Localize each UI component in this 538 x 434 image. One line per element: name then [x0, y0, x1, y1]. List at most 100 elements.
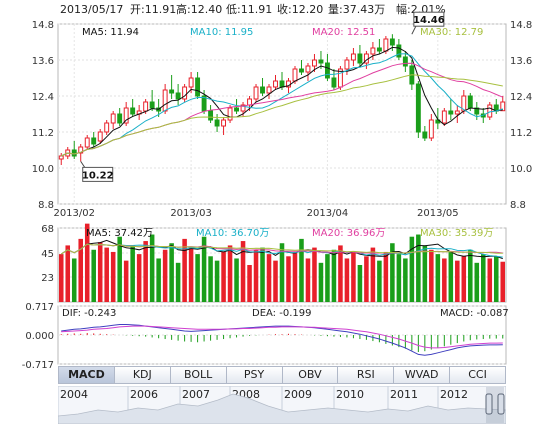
- macd-legend-dea: DEA: -0.199: [252, 308, 311, 319]
- year-label: 2010: [336, 388, 364, 401]
- candle-body: [292, 68, 298, 82]
- candle-body: [370, 47, 376, 55]
- volume-bar: [481, 254, 486, 302]
- range-handle-right[interactable]: [497, 393, 505, 415]
- volume-bar: [403, 258, 408, 302]
- volume-bar: [468, 249, 473, 302]
- price-legend-ma20: MA20: 12.51: [312, 27, 375, 38]
- tab-boll[interactable]: BOLL: [169, 366, 226, 384]
- price-tick-right: 10.0: [510, 164, 532, 175]
- year-label: 2012: [440, 388, 468, 401]
- candle-body: [273, 80, 278, 88]
- volume-bar: [149, 234, 155, 302]
- candle-body: [467, 95, 473, 109]
- volume-bars: [58, 223, 506, 302]
- macd-tick-label: -0.717: [22, 360, 54, 371]
- candle-body: [487, 104, 493, 118]
- volume-bar: [110, 251, 116, 302]
- volume-bar: [240, 241, 246, 302]
- volume-bar: [318, 262, 324, 302]
- vol-legend-ma20: MA20: 36.96万: [312, 228, 385, 239]
- volume-bar: [396, 254, 402, 302]
- candle-body: [214, 119, 220, 127]
- volume-bar: [370, 247, 376, 302]
- year-label: 2006: [130, 388, 158, 401]
- range-handle-left[interactable]: [485, 393, 493, 415]
- price-tick-right: 12.4: [510, 92, 532, 103]
- candle-body: [396, 44, 402, 58]
- tab-macd[interactable]: MACD: [58, 366, 114, 384]
- volume-bar: [162, 249, 168, 302]
- volume-bar: [143, 241, 148, 302]
- candle-body: [169, 89, 175, 94]
- vol-legend-ma5: MA5: 37.42万: [86, 228, 153, 239]
- year-label: 2009: [284, 388, 312, 401]
- candle-body: [240, 104, 246, 112]
- tab-obv[interactable]: OBV: [281, 366, 338, 384]
- volume-bar: [344, 258, 350, 302]
- candle-body: [71, 149, 77, 157]
- candle-body: [149, 101, 155, 109]
- volume-bar: [188, 247, 194, 302]
- volume-bar: [136, 254, 142, 302]
- candle-body: [195, 77, 201, 97]
- volume-bar: [156, 258, 161, 302]
- volume-bar: [383, 251, 389, 302]
- candle-body: [350, 53, 356, 61]
- candle-body: [279, 80, 285, 88]
- volume-bar: [273, 260, 278, 302]
- volume-bar: [260, 247, 265, 302]
- volume-bar: [312, 247, 317, 302]
- volume-bar: [104, 247, 109, 302]
- volume-bar: [84, 223, 90, 302]
- header-open: 开:11.91: [130, 3, 176, 16]
- volume-bar: [351, 251, 356, 302]
- candle-body: [266, 86, 272, 94]
- candle-body: [247, 98, 252, 106]
- candle-body: [454, 110, 460, 115]
- candle-body: [188, 77, 194, 88]
- tab-cci[interactable]: CCI: [449, 366, 506, 384]
- candle-body: [325, 62, 330, 79]
- volume-bar: [331, 249, 337, 302]
- date-tick-label: 2013/04: [307, 208, 349, 219]
- volume-bar: [266, 254, 272, 302]
- price-tick-left: 13.6: [32, 56, 54, 67]
- candle-body: [318, 59, 324, 64]
- tab-psy[interactable]: PSY: [225, 366, 282, 384]
- price-tick-left: 14.8: [32, 20, 54, 31]
- candle-body: [474, 107, 480, 115]
- candle-body: [221, 119, 227, 127]
- header-date: 2013/05/17: [60, 3, 123, 16]
- year-label: 2007: [182, 388, 210, 401]
- candle-body: [422, 131, 428, 139]
- volume-bar: [279, 243, 285, 302]
- annotation-leader: [80, 161, 86, 168]
- volume-bar: [305, 258, 311, 302]
- volume-bar: [493, 256, 499, 302]
- candle-body: [130, 107, 136, 115]
- vol-legend-ma30: MA30: 35.39万: [420, 228, 493, 239]
- volume-bar: [253, 249, 259, 302]
- price-tick-left: 10.0: [32, 164, 54, 175]
- vol-tick-label: 68: [41, 224, 54, 235]
- tab-kdj[interactable]: KDJ: [113, 366, 170, 384]
- candle-body: [305, 65, 311, 73]
- volume-bar: [65, 245, 71, 302]
- history-sparkline: [58, 393, 506, 424]
- time-navigator[interactable]: 2004 2006 2007 2008 2009 2010 2011 2012: [58, 386, 506, 424]
- volume-bar: [175, 262, 181, 302]
- volume-bar: [182, 238, 187, 302]
- tab-wvad[interactable]: WVAD: [393, 366, 450, 384]
- candle-body: [97, 131, 103, 142]
- candle-body: [448, 110, 454, 115]
- volume-bar: [455, 260, 460, 302]
- candle-body: [260, 86, 265, 94]
- volume-bar: [325, 254, 330, 302]
- annotation-label: 10.22: [82, 170, 114, 181]
- candle-body: [91, 137, 97, 145]
- volume-bar: [91, 249, 96, 302]
- candle-body: [389, 38, 395, 46]
- tab-rsi[interactable]: RSI: [337, 366, 394, 384]
